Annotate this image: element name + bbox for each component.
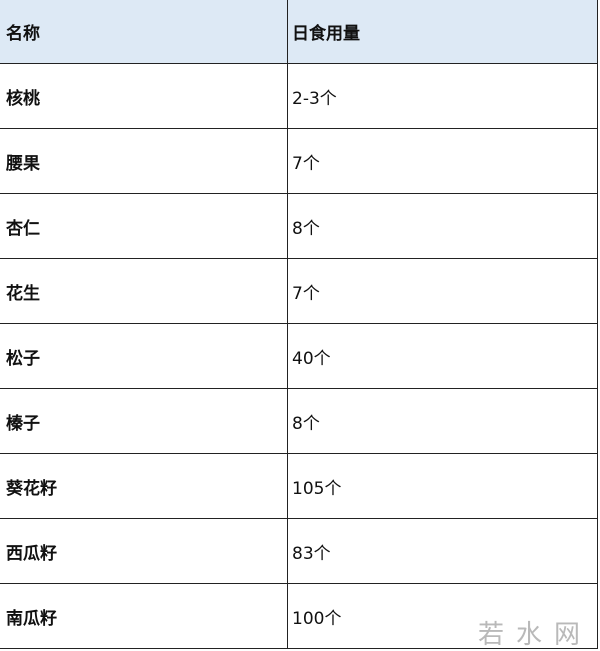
table-row: 松子 40个 xyxy=(0,323,598,389)
cell-name: 南瓜籽 xyxy=(0,583,288,649)
cell-name: 杏仁 xyxy=(0,193,288,259)
cell-amount: 7个 xyxy=(287,258,598,324)
table-row: 榛子 8个 xyxy=(0,388,598,454)
table-row: 南瓜籽 100个 xyxy=(0,583,598,649)
cell-amount: 100个 xyxy=(287,583,598,649)
cell-amount: 105个 xyxy=(287,453,598,519)
cell-amount: 83个 xyxy=(287,518,598,584)
cell-name: 腰果 xyxy=(0,128,288,194)
table-header-row: 名称 日食用量 xyxy=(0,0,598,64)
watermark: 若水网 xyxy=(478,620,593,650)
table-row: 杏仁 8个 xyxy=(0,193,598,259)
cell-name: 葵花籽 xyxy=(0,453,288,519)
cell-amount: 2-3个 xyxy=(287,63,598,129)
cell-amount: 7个 xyxy=(287,128,598,194)
table-row: 花生 7个 xyxy=(0,258,598,324)
cell-amount: 40个 xyxy=(287,323,598,389)
cell-name: 核桃 xyxy=(0,63,288,129)
cell-amount: 8个 xyxy=(287,388,598,454)
table-row: 西瓜籽 83个 xyxy=(0,518,598,584)
cell-name: 榛子 xyxy=(0,388,288,454)
cell-name: 西瓜籽 xyxy=(0,518,288,584)
table-row: 腰果 7个 xyxy=(0,128,598,194)
cell-name: 花生 xyxy=(0,258,288,324)
cell-amount: 8个 xyxy=(287,193,598,259)
header-daily-amount: 日食用量 xyxy=(287,0,598,64)
cell-name: 松子 xyxy=(0,323,288,389)
header-name: 名称 xyxy=(0,0,288,64)
table-row: 核桃 2-3个 xyxy=(0,63,598,129)
table-row: 葵花籽 105个 xyxy=(0,453,598,519)
